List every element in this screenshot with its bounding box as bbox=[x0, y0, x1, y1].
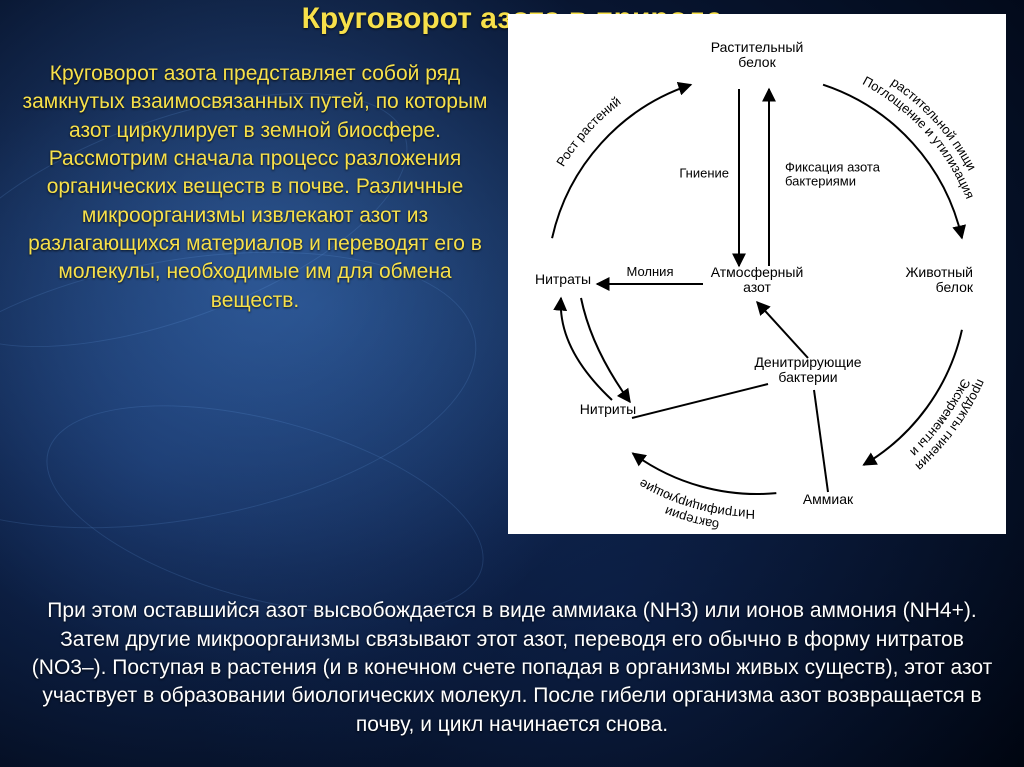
svg-text:Денитрирующиебактерии: Денитрирующиебактерии bbox=[754, 354, 861, 385]
footer-paragraph: При этом оставшийся азот высвобождается … bbox=[24, 597, 1000, 739]
svg-text:Нитриты: Нитриты bbox=[580, 401, 636, 417]
svg-text:Фиксация азотабактериями: Фиксация азотабактериями bbox=[785, 160, 881, 189]
intro-paragraph: Круговорот азота представляет собой ряд … bbox=[20, 60, 490, 315]
diagram-svg: Поглощение и утилизациярастительной пищи… bbox=[508, 14, 1006, 534]
svg-text:Молния: Молния bbox=[627, 264, 674, 279]
svg-text:продукты гниения: продукты гниения bbox=[913, 377, 989, 474]
svg-text:Аммиак: Аммиак bbox=[803, 491, 854, 507]
svg-text:Гниение: Гниение bbox=[679, 166, 729, 181]
svg-text:Атмосферныйазот: Атмосферныйазот bbox=[711, 264, 804, 295]
svg-text:растительной пищи: растительной пищи bbox=[888, 74, 979, 173]
svg-text:Нитраты: Нитраты bbox=[535, 271, 591, 287]
nitrogen-cycle-diagram: Поглощение и утилизациярастительной пищи… bbox=[508, 14, 1006, 534]
svg-text:Животныйбелок: Животныйбелок bbox=[905, 264, 973, 295]
svg-text:Растительныйбелок: Растительныйбелок bbox=[711, 39, 804, 70]
